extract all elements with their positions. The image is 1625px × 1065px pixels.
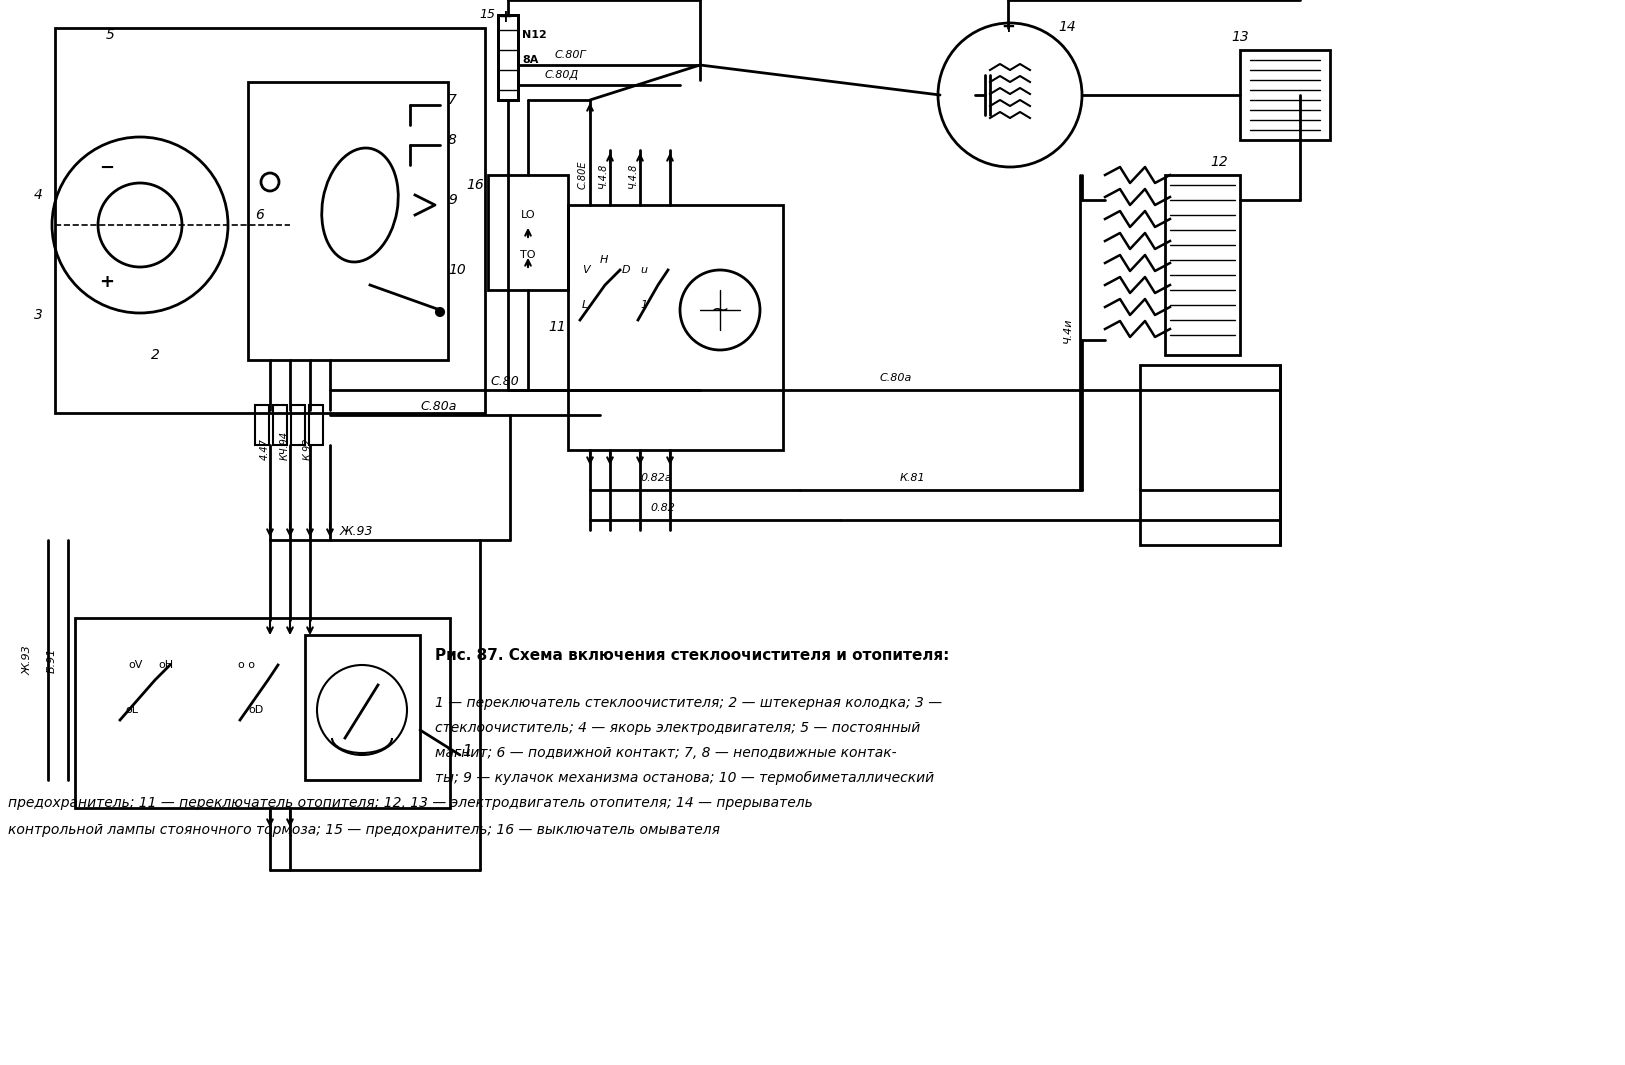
Bar [1165, 175, 1240, 355]
Circle shape [436, 308, 444, 316]
Text: 5: 5 [106, 28, 114, 42]
Text: 4: 4 [34, 189, 42, 202]
Text: С.80а: С.80а [881, 373, 912, 383]
Bar [488, 175, 569, 290]
Text: 16: 16 [466, 178, 484, 192]
Text: 0.82: 0.82 [650, 503, 674, 513]
Text: V: V [582, 265, 590, 275]
Text: LO: LO [520, 210, 535, 220]
Bar [273, 405, 288, 445]
Text: oH: oH [158, 660, 174, 670]
Text: С.80а: С.80а [419, 400, 457, 413]
Text: стеклоочиститель; 4 — якорь электродвигателя; 5 — постоянный: стеклоочиститель; 4 — якорь электродвига… [436, 721, 920, 735]
Text: TO: TO [520, 250, 536, 260]
Text: С.80Д: С.80Д [544, 70, 578, 80]
Text: С.80Г: С.80Г [556, 50, 587, 60]
Text: 2: 2 [151, 348, 159, 362]
Text: oD: oD [249, 705, 263, 715]
Bar [55, 28, 484, 413]
Text: Ч.4и: Ч.4и [1063, 317, 1072, 343]
Text: контрольной лампы стояночного тормоза; 15 — предохранитель; 16 — выключатель омы: контрольной лампы стояночного тормоза; 1… [8, 823, 720, 837]
Bar [1141, 365, 1280, 545]
Bar [569, 204, 783, 450]
Text: Ж.93: Ж.93 [23, 645, 32, 675]
Text: предохранитель; 11 — переключатель отопителя; 12, 13 — электродвигатель отопител: предохранитель; 11 — переключатель отопи… [8, 796, 812, 810]
Text: ~: ~ [710, 300, 730, 320]
Text: 11: 11 [548, 320, 565, 334]
Bar [497, 15, 518, 100]
Text: 9: 9 [449, 193, 457, 207]
Text: 1: 1 [640, 300, 647, 310]
Text: 8A: 8A [522, 55, 538, 65]
Text: 6: 6 [255, 208, 265, 222]
Text: o o: o o [237, 660, 255, 670]
Text: 8: 8 [449, 133, 457, 147]
Text: L: L [582, 300, 588, 310]
Text: 10: 10 [449, 263, 466, 277]
Bar [1240, 50, 1329, 140]
Text: К.92: К.92 [302, 438, 314, 460]
Text: 3: 3 [34, 308, 42, 322]
Text: 1: 1 [461, 744, 471, 759]
Text: oL: oL [125, 705, 138, 715]
Text: 14: 14 [1058, 20, 1076, 34]
Text: 4.47: 4.47 [260, 438, 270, 460]
Text: +: + [1001, 18, 1016, 36]
Text: магнит; 6 — подвижной контакт; 7, 8 — неподвижные контак-: магнит; 6 — подвижной контакт; 7, 8 — не… [436, 746, 897, 760]
Text: С.80: С.80 [491, 375, 518, 388]
Text: 1 — переключатель стеклоочистителя; 2 — штекерная колодка; 3 —: 1 — переключатель стеклоочистителя; 2 — … [436, 697, 942, 710]
Text: oV: oV [128, 660, 143, 670]
Bar [306, 635, 419, 780]
Text: 15: 15 [479, 9, 496, 21]
Bar [249, 82, 448, 360]
Text: +: + [497, 9, 512, 26]
Text: D: D [622, 265, 630, 275]
Text: 13: 13 [1232, 30, 1250, 44]
Text: Ж.93: Ж.93 [340, 525, 374, 538]
Text: −: − [99, 159, 114, 177]
Text: 0.82а: 0.82а [640, 473, 671, 484]
Text: Б.91: Б.91 [47, 648, 57, 673]
Text: 7: 7 [449, 93, 457, 106]
Bar [309, 405, 323, 445]
Text: 12: 12 [1211, 155, 1228, 169]
Text: Ч.4.8: Ч.4.8 [598, 162, 608, 187]
Text: С.80Е: С.80Е [578, 161, 588, 190]
Text: КЧ.94: КЧ.94 [280, 431, 289, 460]
Text: К.81: К.81 [900, 473, 926, 484]
Text: u: u [640, 265, 647, 275]
Text: Рис. 87. Схема включения стеклоочистителя и отопителя:: Рис. 87. Схема включения стеклоочистител… [436, 648, 949, 663]
Bar [75, 618, 450, 808]
Text: H: H [600, 255, 608, 265]
Text: ты; 9 — кулачок механизма останова; 10 — термобиметаллический: ты; 9 — кулачок механизма останова; 10 —… [436, 771, 934, 785]
Text: +: + [99, 273, 114, 291]
Bar [255, 405, 270, 445]
Bar [291, 405, 306, 445]
Bar [497, 15, 518, 100]
Text: Ч.4.8: Ч.4.8 [627, 162, 639, 187]
Text: N12: N12 [522, 30, 546, 40]
